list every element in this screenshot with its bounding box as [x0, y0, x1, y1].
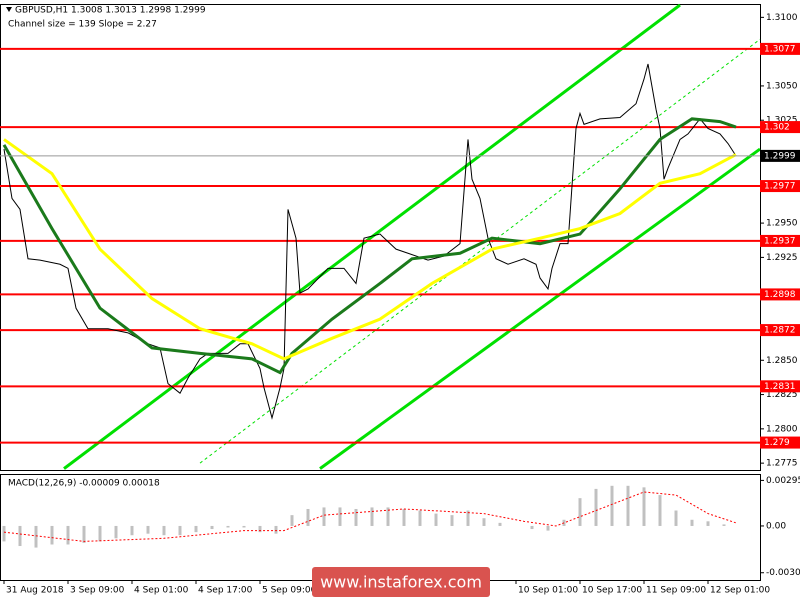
macd-bar: [482, 518, 486, 526]
price-line: [2, 117, 737, 375]
y-tick-label: 0.00: [766, 521, 786, 531]
macd-bar: [594, 488, 598, 526]
level-label: 1.302: [764, 123, 790, 133]
macd-bar: [242, 525, 246, 528]
macd-bar: [642, 487, 646, 526]
macd-bar: [210, 525, 214, 530]
chart-title: GBPUSD,H1 1.3008 1.3013 1.2998 1.2999: [15, 6, 206, 16]
level-label: 1.279: [764, 438, 790, 448]
macd-bar: [530, 525, 534, 530]
price-line: [3, 138, 737, 361]
y-tick-label: 1.2825: [766, 390, 798, 400]
macd-title: MACD(12,26,9) -0.00009 0.00018: [8, 479, 160, 489]
chart-subtitle: Channel size = 139 Slope = 2.27: [8, 20, 157, 30]
dropdown-icon: [6, 7, 12, 12]
current-price-label: 1.2999: [764, 151, 796, 161]
macd-bar: [610, 485, 614, 526]
y-tick-label: 1.3050: [766, 81, 798, 91]
x-tick-label: 12 Sep 01:00: [710, 586, 770, 596]
macd-bar: [466, 510, 470, 526]
macd-bar: [658, 495, 662, 526]
macd-bar: [98, 525, 102, 542]
level-label-box: [760, 121, 800, 134]
y-tick-label: 1.2850: [766, 356, 798, 366]
watermark: www.instaforex.com: [312, 567, 490, 597]
macd-bar: [226, 525, 230, 528]
macd-bar: [82, 525, 86, 543]
macd-bar: [338, 507, 342, 526]
macd-bar: [2, 525, 6, 542]
macd-bar: [194, 525, 198, 533]
level-label-box: [760, 436, 800, 449]
macd-bar: [402, 508, 406, 526]
macd-bar: [274, 525, 278, 534]
channel-line: [63, 3, 681, 470]
signal-line: [3, 491, 737, 542]
macd-bar: [690, 519, 694, 526]
level-label: 1.2977: [764, 182, 796, 192]
macd-bar: [498, 522, 502, 526]
macd-bar: [306, 508, 310, 526]
level-label: 1.2937: [764, 236, 796, 246]
macd-bar: [18, 525, 22, 547]
macd-bar: [706, 521, 710, 526]
level-label-box: [760, 324, 800, 337]
macd-bar: [290, 515, 294, 526]
macd-bar: [258, 525, 262, 533]
x-tick-label: 11 Sep 09:00: [646, 586, 706, 596]
macd-bar: [450, 515, 454, 526]
macd-bar: [578, 498, 582, 526]
y-tick-label: 1.2950: [766, 219, 798, 229]
y-tick-label: 1.2800: [766, 424, 798, 434]
level-label: 1.3077: [764, 44, 796, 54]
macd-bar: [162, 525, 166, 536]
watermark-box: [312, 567, 490, 597]
macd-bar: [50, 525, 54, 545]
level-label-box: [760, 380, 800, 393]
macd-bar: [434, 513, 438, 526]
y-tick-label: 1.2925: [766, 253, 798, 263]
level-label: 1.2898: [764, 290, 796, 300]
macd-bar: [114, 525, 118, 539]
level-label-box: [760, 288, 800, 301]
level-label: 1.2831: [764, 382, 796, 392]
x-tick-label: 4 Sep 17:00: [198, 586, 253, 596]
macd-bar: [322, 507, 326, 526]
y-tick-label: -0.00303: [766, 568, 800, 578]
macd-bar: [146, 525, 150, 534]
y-tick-label: 0.00295: [766, 476, 800, 486]
macd-bar: [546, 525, 550, 531]
x-tick-label: 3 Sep 09:00: [70, 586, 125, 596]
macd-bar: [354, 508, 358, 526]
current-price-box: [760, 149, 800, 162]
x-tick-label: 5 Sep 09:00: [262, 586, 317, 596]
y-tick-label: 1.3025: [766, 116, 798, 126]
macd-bar: [722, 524, 726, 526]
x-tick-label: 31 Aug 2018: [6, 586, 64, 596]
macd-bar: [130, 525, 134, 536]
level-label-box: [760, 234, 800, 247]
level-label-box: [760, 42, 800, 55]
macd-bar: [34, 525, 38, 548]
channel-line: [319, 147, 761, 470]
macd-bar: [386, 507, 390, 526]
macd-bar: [674, 510, 678, 526]
x-tick-label: 10 Sep 17:00: [582, 586, 642, 596]
watermark-text: www.instaforex.com: [320, 573, 482, 592]
x-tick-label: 4 Sep 01:00: [134, 586, 189, 596]
macd-bar: [66, 525, 70, 545]
macd-bar: [178, 525, 182, 536]
level-label-box: [760, 180, 800, 193]
macd-bar: [418, 510, 422, 526]
y-tick-label: 1.2775: [766, 459, 798, 469]
x-tick-label: 10 Sep 01:00: [518, 586, 578, 596]
level-label: 1.2872: [764, 326, 796, 336]
macd-bar: [370, 507, 374, 526]
y-tick-label: 1.3100: [766, 13, 798, 23]
macd-bar: [626, 485, 630, 526]
